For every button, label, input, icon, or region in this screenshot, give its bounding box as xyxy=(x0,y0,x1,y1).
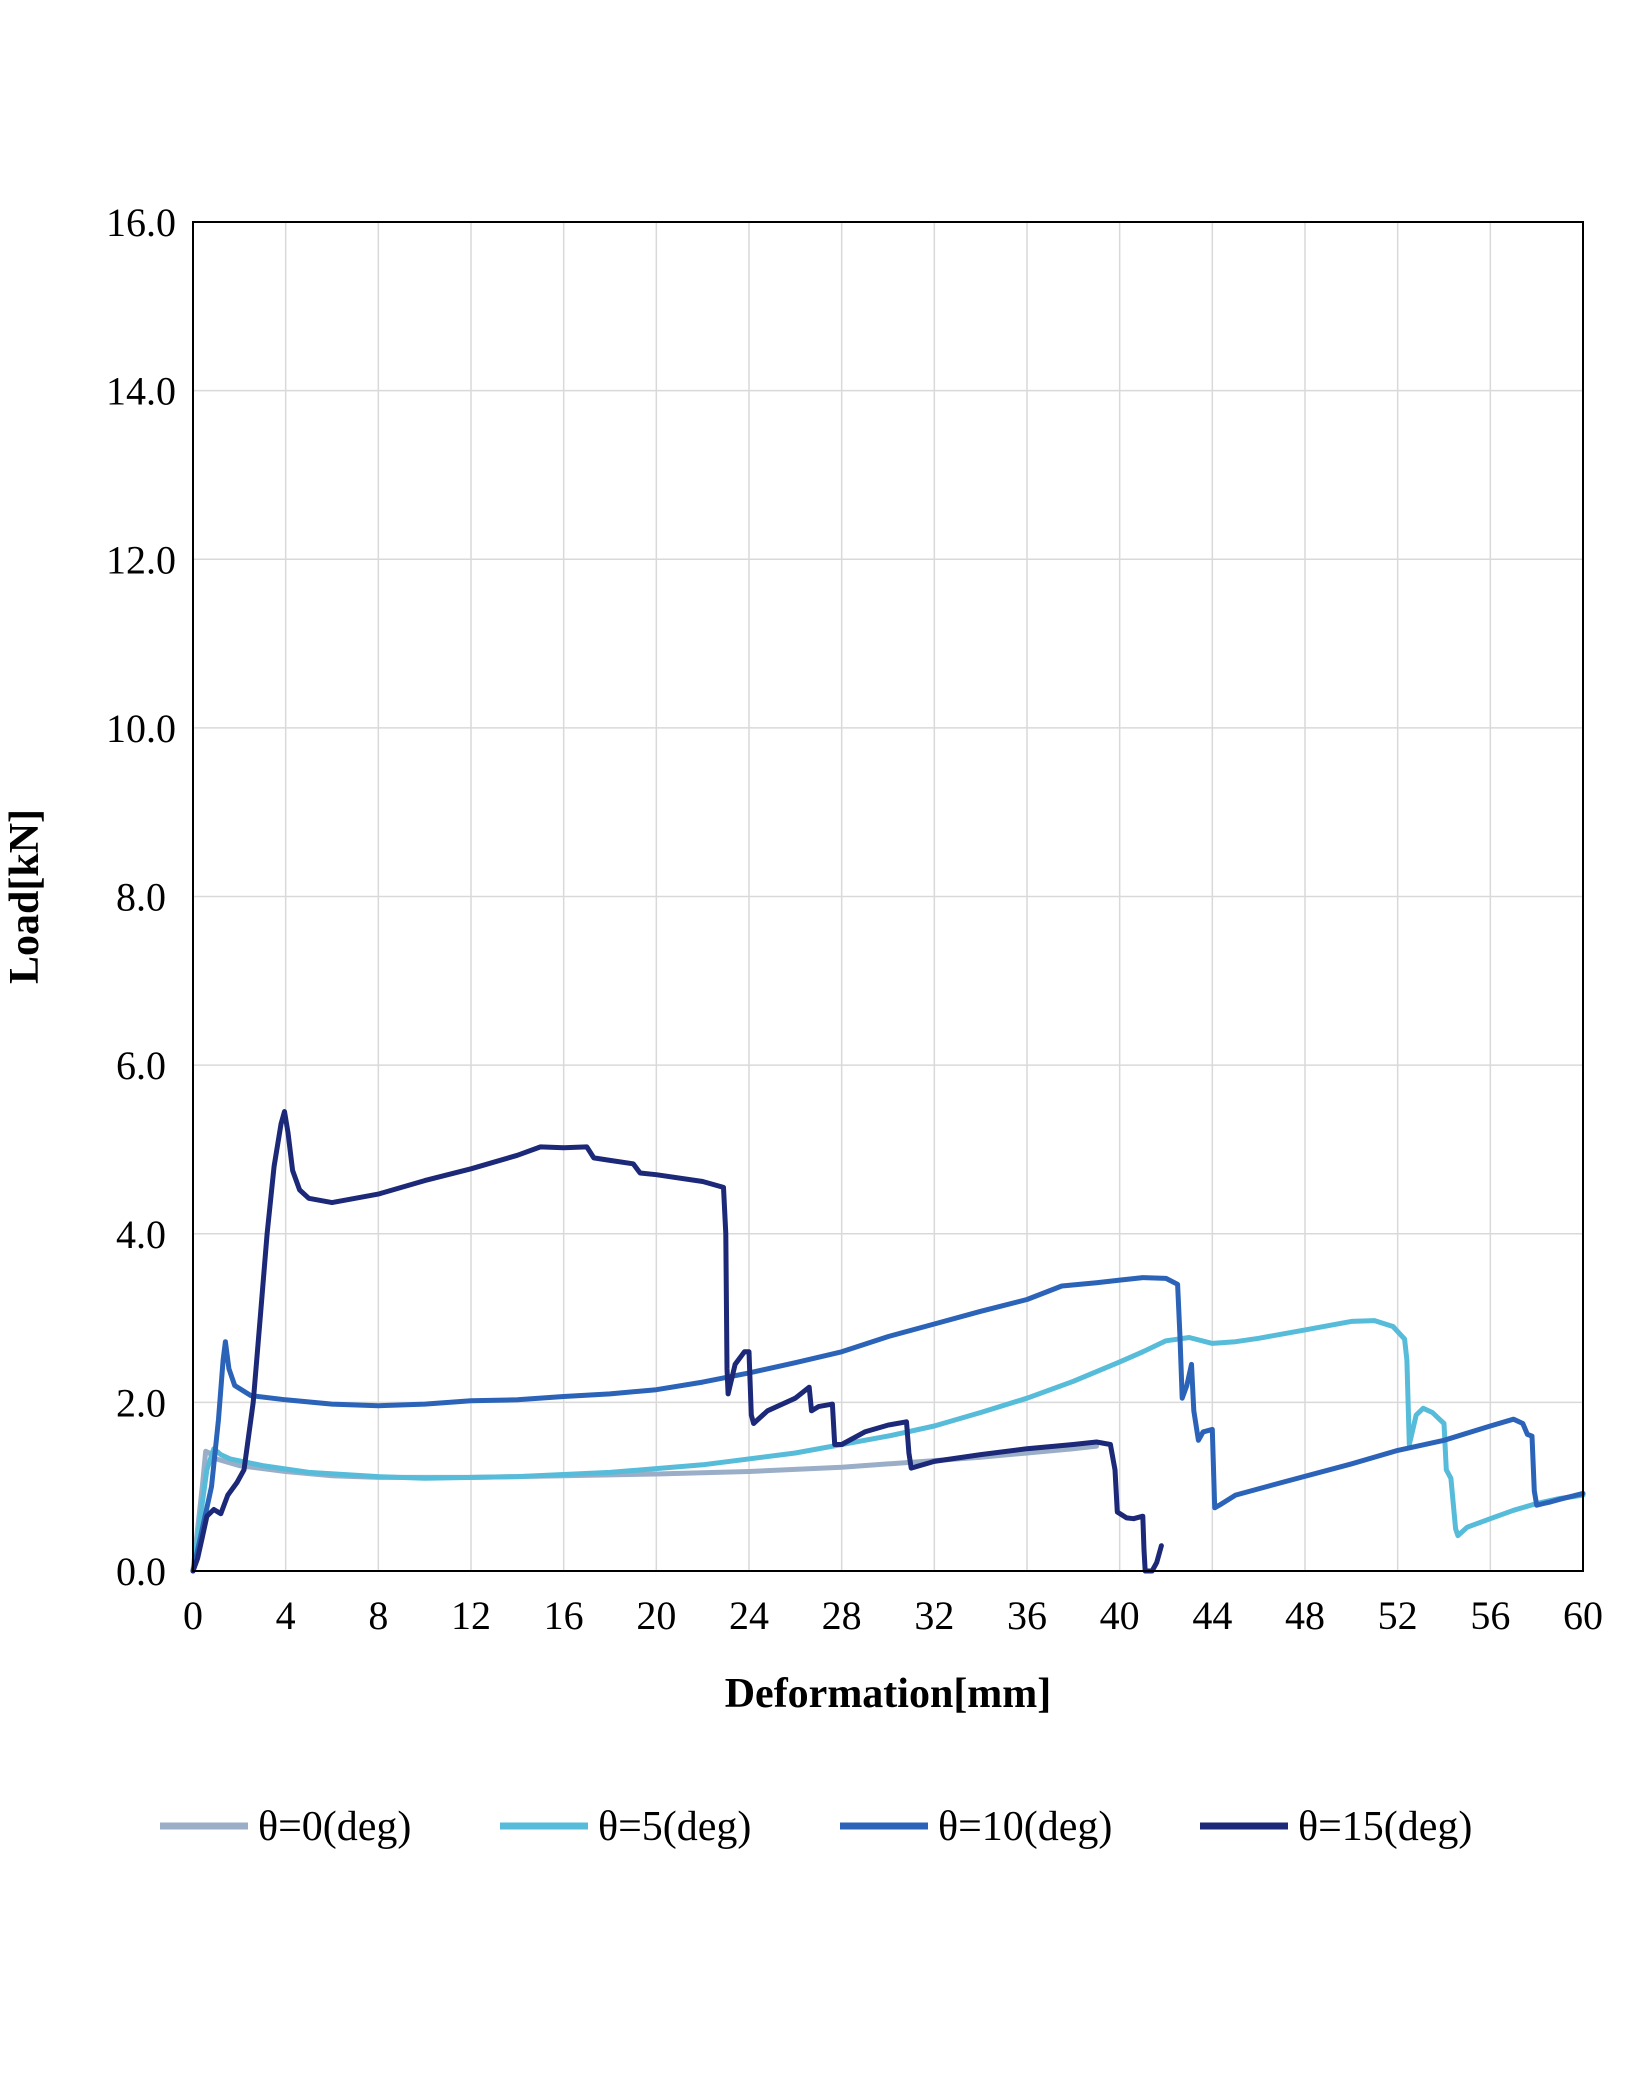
x-tick-label: 36 xyxy=(1007,1593,1047,1638)
x-axis-tick-labels: 0 4 8 12 16 20 24 28 32 36 40 44 48 52 56 60 xyxy=(183,1593,1603,1638)
y-tick-label: 12.0 xyxy=(106,537,176,582)
legend: θ=0(deg) θ=5(deg) θ=10(deg) θ=15(deg) xyxy=(160,1804,1472,1850)
x-tick-label: 56 xyxy=(1470,1593,1510,1638)
x-tick-label: 24 xyxy=(729,1593,769,1638)
grid-lines xyxy=(192,221,1584,1572)
series-line xyxy=(190,1443,1099,1574)
legend-label: θ=10(deg) xyxy=(938,1804,1112,1850)
x-tick-label: 48 xyxy=(1285,1593,1325,1638)
x-tick-label: 52 xyxy=(1378,1593,1418,1638)
x-tick-label: 60 xyxy=(1563,1593,1603,1638)
x-axis-title: Deformation[mm] xyxy=(725,1671,1052,1717)
x-tick-label: 4 xyxy=(276,1593,296,1638)
plot-area-frame xyxy=(192,221,1584,1572)
y-tick-label: 8.0 xyxy=(116,875,166,920)
y-tick-label: 16.0 xyxy=(106,200,176,245)
y-tick-label: 4.0 xyxy=(116,1212,166,1257)
y-tick-label: 6.0 xyxy=(116,1043,166,1088)
y-tick-label: 2.0 xyxy=(116,1380,166,1425)
x-tick-label: 44 xyxy=(1192,1593,1232,1638)
x-tick-label: 8 xyxy=(368,1593,388,1638)
y-tick-label: 0.0 xyxy=(116,1549,166,1594)
x-tick-label: 20 xyxy=(636,1593,676,1638)
legend-label: θ=0(deg) xyxy=(258,1804,411,1850)
x-tick-label: 40 xyxy=(1100,1593,1140,1638)
legend-label: θ=5(deg) xyxy=(598,1804,751,1850)
x-tick-label: 12 xyxy=(451,1593,491,1638)
x-tick-label: 16 xyxy=(544,1593,584,1638)
series-line xyxy=(190,1109,1164,1574)
series-line xyxy=(190,1318,1586,1574)
series-line xyxy=(190,1275,1586,1574)
x-tick-label: 0 xyxy=(183,1593,203,1638)
x-tick-label: 32 xyxy=(914,1593,954,1638)
y-tick-label: 10.0 xyxy=(106,706,176,751)
x-tick-label: 28 xyxy=(822,1593,862,1638)
y-tick-label: 14.0 xyxy=(106,369,176,414)
legend-label: θ=15(deg) xyxy=(1298,1804,1472,1850)
y-axis-tick-labels: 0.0 2.0 4.0 6.0 8.0 10.0 12.0 14.0 16.0 xyxy=(106,200,176,1594)
y-axis-title: Load[kN] xyxy=(2,809,48,984)
series-lines xyxy=(190,1109,1586,1574)
